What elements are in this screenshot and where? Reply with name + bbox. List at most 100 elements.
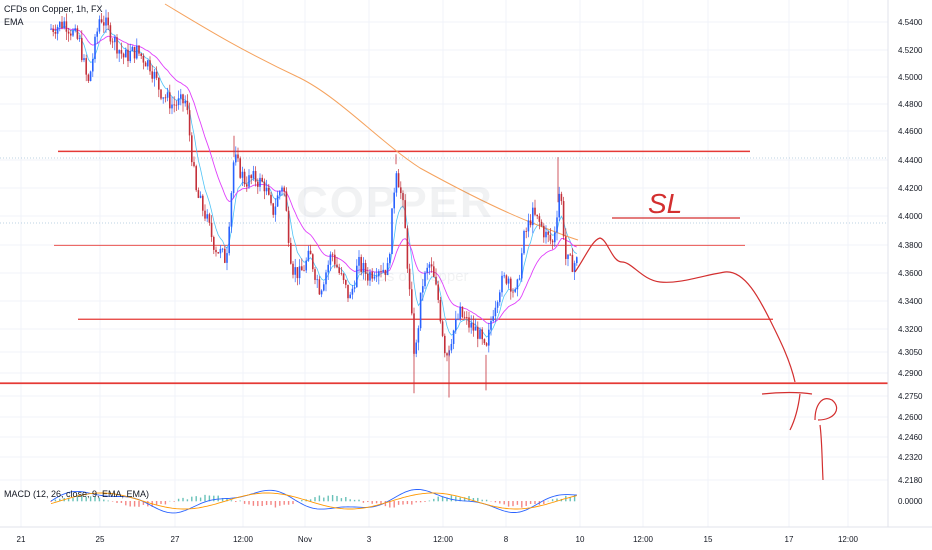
candle-body (228, 226, 230, 254)
macd-histogram-bar (507, 501, 510, 507)
candle-body (210, 222, 213, 238)
macd-histogram-bar (521, 501, 523, 508)
candle-body (263, 181, 266, 192)
candle-body (239, 158, 241, 178)
candle-body (296, 267, 299, 279)
macd-histogram-bar (309, 499, 312, 502)
macd-histogram-bar (349, 499, 351, 502)
candle-body (241, 171, 244, 178)
macd-histogram-bar (133, 501, 136, 507)
candle-body (529, 220, 532, 226)
candle-body (525, 231, 527, 232)
candle-body (569, 254, 571, 256)
candle-body (320, 290, 323, 295)
candle-body (536, 214, 538, 217)
macd-histogram-bar (270, 501, 272, 505)
macd-histogram-bar (419, 501, 422, 503)
candle-body (193, 162, 195, 167)
x-tick-label: 8 (504, 535, 509, 544)
x-tick-label: 3 (367, 535, 372, 544)
candle-body (356, 265, 358, 288)
x-tick-label: Nov (298, 535, 312, 544)
candle-body (428, 264, 431, 268)
candle-body (441, 321, 444, 336)
candle-body (384, 269, 387, 276)
candle-body (512, 291, 514, 293)
candle-body (389, 254, 391, 264)
y-tick-label: 4.4400 (898, 156, 923, 165)
candle-body (270, 194, 272, 204)
y-tick-label: 4.3400 (898, 297, 923, 306)
macd-histogram-bar (397, 501, 400, 505)
candle-body (224, 248, 226, 263)
macd-histogram-bar (323, 497, 325, 502)
candle-body (59, 21, 61, 28)
macd-histogram-bar (353, 499, 356, 502)
candle-body (204, 210, 206, 219)
candle-body (180, 94, 182, 99)
candle-body (391, 208, 393, 255)
macd-histogram-bar (446, 497, 448, 502)
macd-histogram-bar (261, 501, 263, 506)
macd-histogram-bar (573, 494, 576, 502)
macd-histogram-bar (485, 499, 488, 502)
macd-histogram-bar (314, 497, 316, 502)
candle-body (221, 248, 224, 250)
macd-histogram-bar (301, 500, 303, 502)
candle-body (76, 28, 79, 39)
candle-body (276, 195, 279, 207)
macd-histogram-bar (433, 498, 435, 502)
macd-histogram-bar (362, 501, 365, 503)
y-tick-label: 4.5000 (898, 73, 923, 82)
candle-body (527, 220, 530, 232)
candle-body (314, 269, 316, 280)
macd-histogram-bar (455, 496, 457, 502)
macd-histogram-bar (393, 501, 395, 508)
candle-body (375, 276, 378, 278)
macd-histogram-bar (111, 501, 114, 502)
macd-histogram-bar (81, 496, 83, 502)
candle-body (171, 104, 173, 109)
candle-body (94, 36, 96, 60)
candle-body (164, 97, 167, 99)
time-axis[interactable]: 21 25 27 12:00 Nov 3 12:00 8 10 12:00 15 17 12:00 (0, 526, 932, 544)
candle-body (488, 329, 490, 346)
indicator-label[interactable]: EMA (4, 17, 24, 27)
candle-body (155, 71, 158, 78)
candle-body (481, 329, 483, 340)
candle-body (303, 270, 305, 272)
macd-histogram-bar (543, 501, 545, 504)
candle-body (87, 74, 90, 82)
candle-body (338, 267, 340, 273)
candle-body (415, 342, 417, 354)
x-tick-label: 12:00 (838, 535, 859, 544)
macd-histogram-bar (358, 499, 360, 502)
candle-body (380, 271, 382, 272)
candle-body (158, 77, 160, 90)
macd-histogram-bar (375, 501, 378, 504)
price-axis[interactable]: 4.5400 4.5200 4.5000 4.4800 4.4600 4.4400 4.42… (887, 0, 923, 527)
macd-histogram-bar (569, 497, 571, 502)
sl-label: SL (648, 188, 682, 219)
candle-body (166, 92, 169, 98)
candle-body (373, 276, 376, 279)
candle-body (492, 316, 494, 321)
candle-body (534, 207, 536, 215)
macd-histogram-bar (173, 501, 175, 502)
macd-label[interactable]: MACD (12, 26, close, 9, EMA, EMA) (4, 489, 150, 499)
candle-body (347, 284, 349, 299)
candle-body (312, 254, 314, 270)
macd-histogram-bar (318, 495, 321, 502)
candle-body (272, 203, 274, 215)
macd-histogram-bar (265, 501, 268, 506)
candle-body (556, 217, 558, 233)
candle-body (281, 187, 283, 192)
candle-body (404, 200, 406, 229)
candle-body (109, 25, 112, 42)
candle-body (325, 272, 327, 285)
macd-histogram-bar (213, 495, 215, 502)
candle-body (105, 17, 107, 26)
macd-histogram-bar (494, 501, 497, 503)
macd-histogram-bar (279, 501, 281, 506)
